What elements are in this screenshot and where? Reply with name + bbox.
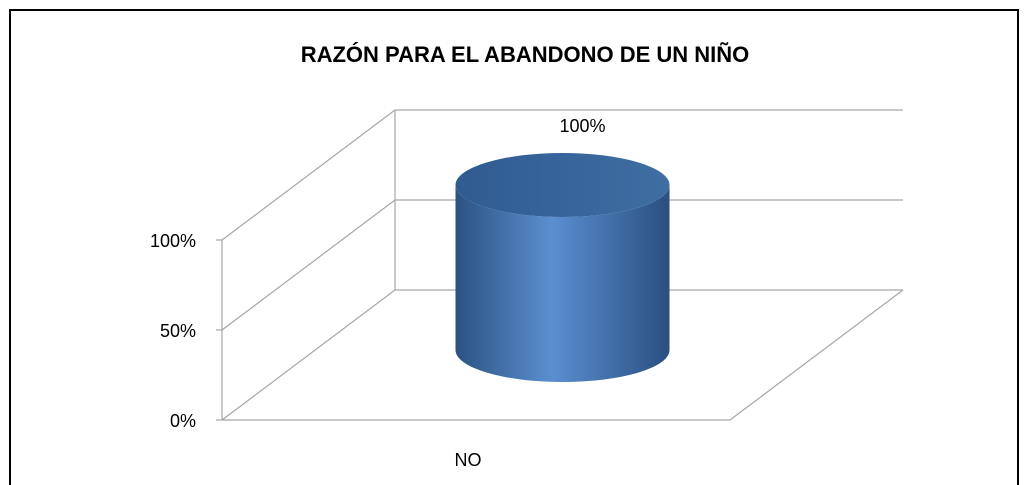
y-tick-label: 0%	[170, 411, 196, 431]
y-tick-label: 50%	[160, 321, 196, 341]
cylinder-body	[455, 185, 670, 382]
floor-edge	[729, 289, 904, 421]
x-tick-label: NO	[455, 450, 482, 470]
grid-line	[221, 199, 396, 331]
data-label: 100%	[559, 116, 605, 136]
chart-title: RAZÓN PARA EL ABANDONO DE UN NIÑO	[301, 42, 750, 67]
cylinder-top	[455, 153, 670, 217]
grid-line	[221, 109, 396, 241]
y-tick-label: 100%	[150, 231, 196, 251]
grid-line	[221, 289, 396, 421]
